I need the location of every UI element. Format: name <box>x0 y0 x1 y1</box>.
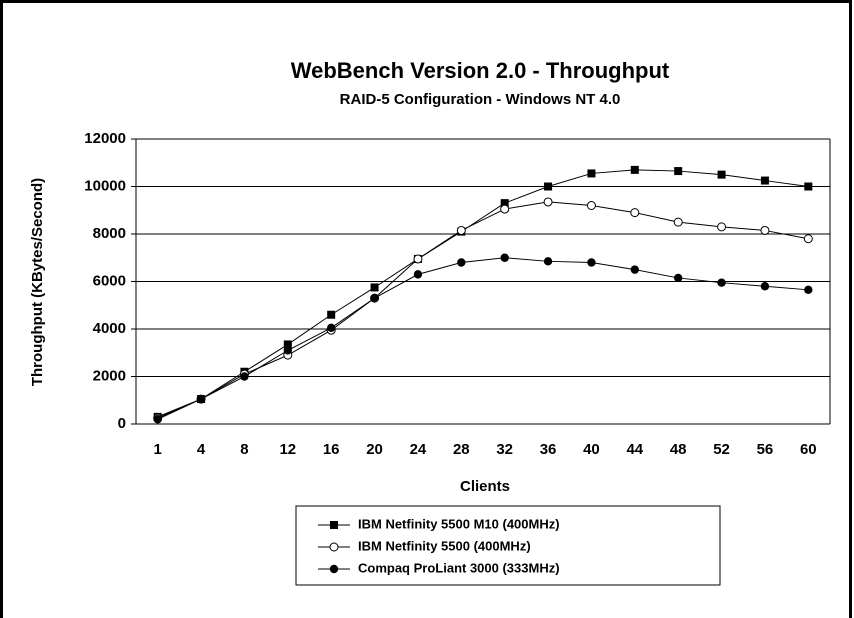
point <box>240 372 249 381</box>
chart-subtitle: RAID-5 Configuration - Windows NT 4.0 <box>340 91 621 108</box>
series-line <box>157 169 809 418</box>
y-tick-label: 12000 <box>84 130 126 147</box>
point <box>456 225 466 235</box>
x-tick-label: 16 <box>323 441 340 458</box>
point <box>500 253 509 262</box>
x-tick-label: 48 <box>670 441 687 458</box>
point <box>500 199 509 208</box>
point <box>413 254 423 264</box>
point <box>370 283 379 292</box>
point <box>804 285 813 295</box>
x-tick-label: 40 <box>583 441 600 458</box>
point <box>760 225 770 235</box>
point <box>673 217 683 227</box>
y-tick-label: 10000 <box>84 177 126 194</box>
point <box>283 346 293 355</box>
legend <box>295 505 721 586</box>
point <box>630 208 640 218</box>
legend-label: IBM Netfinity 5500 (400MHz) <box>358 538 531 553</box>
x-tick-label: 4 <box>197 441 206 458</box>
x-tick-label: 20 <box>366 441 383 458</box>
x-tick-label: 44 <box>626 441 643 458</box>
point <box>153 415 162 424</box>
point <box>717 222 727 232</box>
point <box>586 201 596 210</box>
series-line <box>157 201 809 419</box>
point <box>760 176 769 185</box>
legend-label: IBM Netfinity 5500 M10 (400MHz) <box>358 516 560 531</box>
point <box>587 258 596 267</box>
point <box>500 204 510 214</box>
point <box>717 170 726 179</box>
point <box>543 257 553 266</box>
point <box>587 169 596 178</box>
x-tick-label: 1 <box>154 441 162 458</box>
x-tick-label: 8 <box>240 441 248 458</box>
x-tick-label: 56 <box>757 441 774 458</box>
y-tick-label: 0 <box>118 415 126 432</box>
point <box>544 182 553 191</box>
x-tick-label: 28 <box>453 441 470 458</box>
x-tick-label: 36 <box>540 441 557 458</box>
point <box>630 265 640 274</box>
x-tick-label: 24 <box>410 441 427 458</box>
y-tick-label: 8000 <box>93 225 126 242</box>
series-line <box>157 257 809 420</box>
y-tick-label: 4000 <box>93 320 126 337</box>
x-tick-label: 32 <box>496 441 513 458</box>
point <box>804 182 813 191</box>
point <box>326 323 336 333</box>
y-axis-label: Throughput (KBytes/Second) <box>29 178 46 386</box>
point <box>760 282 770 291</box>
point <box>327 310 336 319</box>
legend-label: Compaq ProLiant 3000 (333MHz) <box>358 560 560 575</box>
point <box>543 197 553 207</box>
y-tick-label: 6000 <box>93 272 126 289</box>
x-axis-label: Clients <box>460 478 510 495</box>
chart-title: WebBench Version 2.0 - Throughput <box>291 58 670 83</box>
x-tick-label: 12 <box>279 441 296 458</box>
legend-marker <box>330 521 338 529</box>
y-tick-label: 2000 <box>93 367 126 384</box>
point <box>283 340 292 349</box>
point <box>413 270 423 279</box>
point <box>717 278 726 287</box>
x-tick-label: 60 <box>800 441 817 458</box>
x-tick-label: 52 <box>713 441 730 458</box>
legend-marker <box>329 542 339 552</box>
point <box>370 293 379 303</box>
point <box>674 167 683 176</box>
point <box>803 234 813 244</box>
point <box>630 165 639 174</box>
point <box>457 258 466 267</box>
legend-marker <box>329 564 339 574</box>
point <box>196 394 206 404</box>
point <box>673 273 683 283</box>
